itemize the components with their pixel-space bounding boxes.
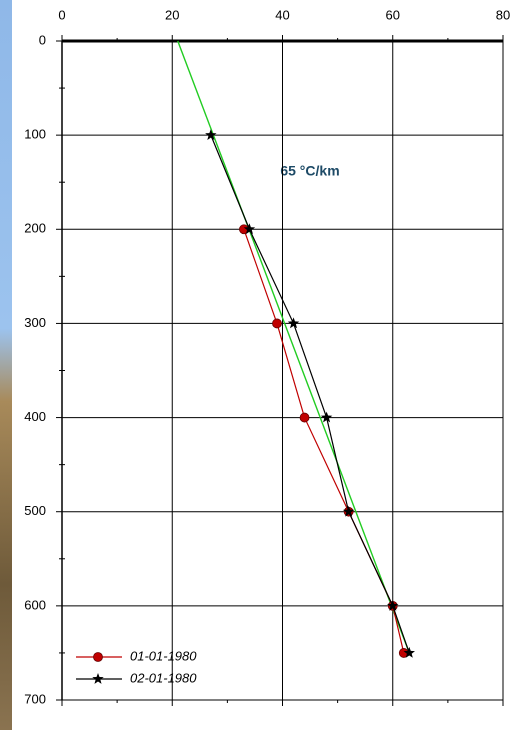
screen: 65 °C/km 0 20 40 60 80 0 100 200 300 400 500 600 700… xyxy=(0,0,518,730)
x-tick-label: 80 xyxy=(496,7,510,22)
y-tick-label: 700 xyxy=(24,691,46,706)
legend-label: 01-01-1980 xyxy=(130,648,197,663)
panel xyxy=(12,0,518,730)
circle-marker xyxy=(300,413,309,422)
circle-marker xyxy=(272,319,281,328)
circle-marker xyxy=(94,653,103,662)
x-tick-label: 20 xyxy=(165,7,179,22)
legend-label: 02-01-1980 xyxy=(130,670,197,685)
y-tick-label: 400 xyxy=(24,409,46,424)
y-tick-label: 0 xyxy=(39,32,46,47)
y-tick-label: 300 xyxy=(24,315,46,330)
y-tick-label: 100 xyxy=(24,127,46,142)
y-tick-label: 600 xyxy=(24,597,46,612)
y-tick-label: 500 xyxy=(24,503,46,518)
x-tick-label: 0 xyxy=(58,7,65,22)
annotation: 65 °C/km xyxy=(280,163,339,179)
chart: 65 °C/km 0 20 40 60 80 0 100 200 300 400 500 600 700… xyxy=(0,0,518,730)
y-tick-label: 200 xyxy=(24,221,46,236)
x-tick-label: 60 xyxy=(386,7,400,22)
x-tick-label: 40 xyxy=(275,7,289,22)
